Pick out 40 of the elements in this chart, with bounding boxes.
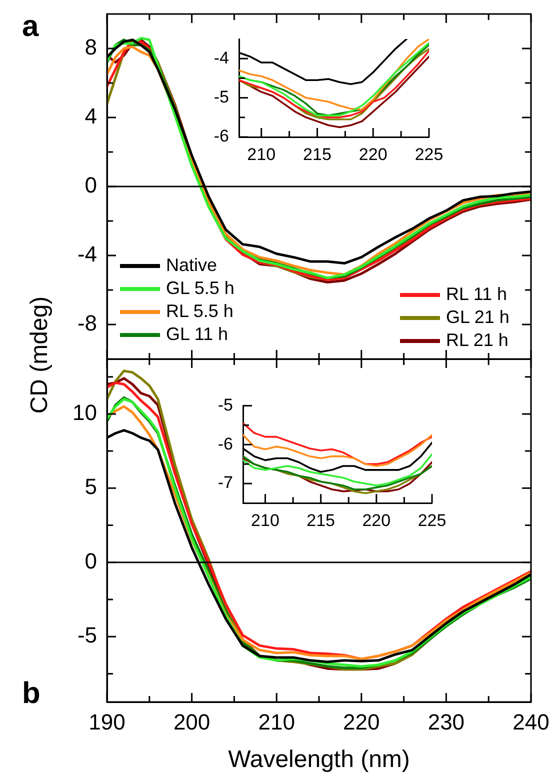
legend-label: RL 11 h [446, 284, 508, 305]
x-tick-label: 215 [306, 510, 336, 530]
x-tick-label: 210 [258, 709, 295, 734]
x-tick-label: 220 [343, 709, 380, 734]
legend-label: GL 11 h [166, 324, 228, 345]
x-tick-label: 225 [418, 510, 446, 530]
y-tick-label: 0 [84, 172, 97, 198]
y-tick-label: -6 [218, 434, 233, 454]
x-tick-label: 240 [512, 709, 550, 734]
x-tick-label: 200 [173, 709, 210, 734]
x-tick-label: 225 [414, 144, 444, 164]
legend-label: Native [166, 255, 218, 276]
y-tick-label: 5 [84, 474, 97, 500]
legend-label: RL 21 h [446, 330, 508, 351]
legend-label: GL 5.5 h [166, 278, 234, 299]
y-tick-label: 10 [72, 400, 97, 425]
y-tick-label: -5 [214, 87, 229, 106]
y-tick-label: -4 [77, 242, 97, 267]
y-tick-label: 0 [84, 548, 97, 574]
y-tick-label: -5 [218, 395, 233, 414]
y-tick-label: -4 [214, 48, 229, 68]
y-tick-label: 8 [84, 34, 97, 60]
x-tick-label: 230 [428, 709, 465, 734]
text: b [22, 677, 40, 710]
y-axis-title: CD (mdeg) [26, 296, 54, 414]
y-tick-label: -5 [77, 622, 97, 648]
y-tick-label: -6 [214, 126, 229, 146]
x-tick-label: 220 [358, 144, 388, 164]
y-tick-label: 4 [84, 104, 97, 129]
x-tick-label: 210 [251, 510, 280, 530]
x-axis-title: Wavelength (nm) [228, 746, 410, 774]
y-tick-label: -8 [77, 310, 97, 336]
x-tick-label: 215 [303, 144, 332, 164]
chart-title: a [22, 10, 39, 43]
x-tick-label: 210 [247, 144, 276, 164]
x-tick-label: 190 [88, 709, 126, 734]
x-tick-label: 220 [362, 510, 391, 530]
legend-label: RL 5.5 h [166, 301, 234, 322]
y-tick-label: -7 [218, 473, 233, 492]
legend-label: GL 21 h [446, 307, 510, 328]
